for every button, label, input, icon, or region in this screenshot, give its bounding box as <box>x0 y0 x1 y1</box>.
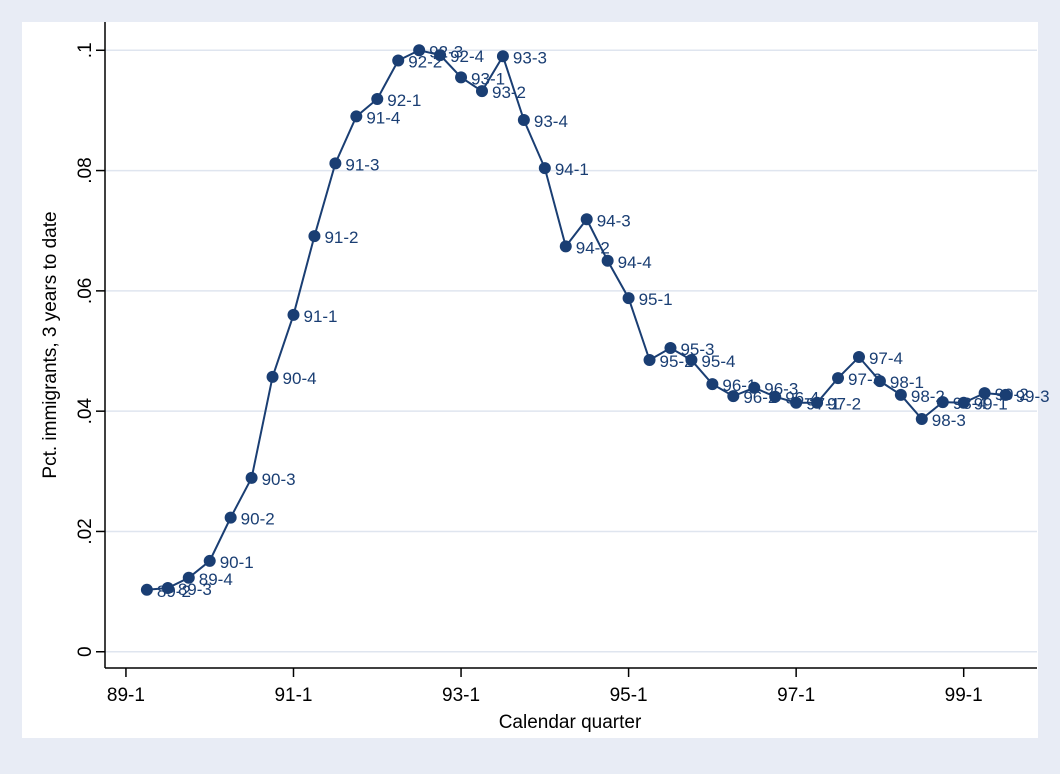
marker <box>915 412 928 425</box>
marker <box>936 396 949 409</box>
marker <box>790 396 803 409</box>
x-tick-label: 93-1 <box>442 685 480 706</box>
marker <box>832 372 845 385</box>
marker <box>580 213 593 226</box>
marker <box>769 390 782 403</box>
marker <box>140 583 153 596</box>
point-label: 90-4 <box>283 369 317 388</box>
y-tick-label: .02 <box>75 518 96 544</box>
y-tick-label: .1 <box>75 42 96 58</box>
y-tick-label: .08 <box>75 157 96 183</box>
marker <box>999 388 1012 401</box>
x-tick-label: 99-1 <box>945 685 983 706</box>
point-label: 93-1 <box>471 69 505 88</box>
point-label: 95-2 <box>660 352 694 371</box>
marker <box>685 354 698 367</box>
point-label: 94-4 <box>618 253 652 272</box>
point-label: 89-4 <box>199 570 233 589</box>
marker <box>434 49 447 62</box>
x-tick-label: 91-1 <box>274 685 312 706</box>
marker <box>371 92 384 105</box>
point-label: 91-4 <box>366 108 400 127</box>
marker <box>664 342 677 355</box>
marker <box>852 351 865 364</box>
marker <box>601 254 614 267</box>
marker <box>517 114 530 127</box>
point-label: 91-1 <box>303 307 337 326</box>
marker <box>894 388 907 401</box>
point-label: 94-3 <box>597 211 631 230</box>
marker <box>475 85 488 98</box>
point-label: 95-1 <box>639 290 673 309</box>
point-label: 99-3 <box>1016 387 1050 406</box>
marker <box>266 370 279 383</box>
marker <box>413 44 426 57</box>
marker <box>182 571 195 584</box>
point-label: 90-3 <box>262 470 296 489</box>
point-label: 97-4 <box>869 349 903 368</box>
y-tick-label: .06 <box>75 278 96 304</box>
plot-background <box>22 22 1038 738</box>
point-label: 94-1 <box>555 160 589 179</box>
marker <box>559 240 572 253</box>
marker <box>350 110 363 123</box>
point-label: 93-3 <box>513 48 547 67</box>
point-label: 99-1 <box>974 395 1008 414</box>
marker <box>538 162 551 175</box>
point-label: 90-2 <box>241 510 275 529</box>
point-label: 92-1 <box>387 91 421 110</box>
marker <box>978 387 991 400</box>
point-label: 98-2 <box>911 387 945 406</box>
marker <box>873 375 886 388</box>
point-label: 90-1 <box>220 553 254 572</box>
x-tick-label: 89-1 <box>107 685 145 706</box>
point-label: 98-1 <box>890 373 924 392</box>
point-label: 95-3 <box>680 340 714 359</box>
marker <box>308 230 321 243</box>
marker <box>496 50 509 63</box>
point-label: 97-2 <box>827 395 861 414</box>
marker <box>287 308 300 321</box>
x-tick-label: 97-1 <box>777 685 815 706</box>
point-label: 93-4 <box>534 112 568 131</box>
marker <box>748 381 761 394</box>
point-label: 96-1 <box>722 376 756 395</box>
marker <box>622 292 635 305</box>
x-tick-label: 95-1 <box>610 685 648 706</box>
marker <box>224 511 237 524</box>
point-label: 94-2 <box>576 238 610 257</box>
point-label: 91-3 <box>345 155 379 174</box>
point-label: 93-2 <box>492 83 526 102</box>
marker <box>706 378 719 391</box>
marker <box>245 471 258 484</box>
marker <box>329 157 342 170</box>
marker <box>161 582 174 595</box>
y-tick-label: .04 <box>75 398 96 425</box>
marker <box>811 396 824 409</box>
marker <box>957 396 970 409</box>
y-axis-title: Pct. immigrants, 3 years to date <box>40 211 61 478</box>
marker <box>727 390 740 403</box>
marker <box>203 554 216 567</box>
x-axis-title: Calendar quarter <box>499 712 642 733</box>
y-tick-label: 0 <box>75 646 96 657</box>
point-label: 92-4 <box>450 47 484 66</box>
marker <box>643 354 656 367</box>
point-label: 92-2 <box>408 52 442 71</box>
point-label: 97-3 <box>848 370 882 389</box>
point-label: 91-2 <box>324 228 358 247</box>
point-label: 95-4 <box>701 352 735 371</box>
point-label: 89-3 <box>178 580 212 599</box>
point-label: 98-3 <box>932 411 966 430</box>
marker <box>455 71 468 84</box>
marker <box>392 54 405 67</box>
